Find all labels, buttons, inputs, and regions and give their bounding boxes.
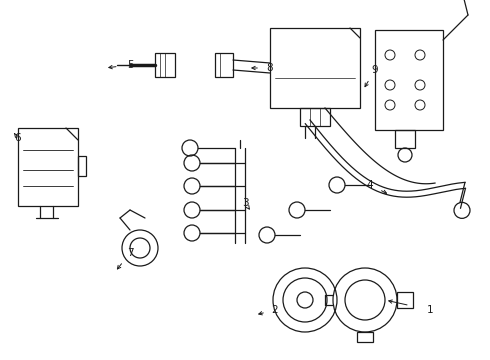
- Text: 9: 9: [372, 65, 378, 75]
- Bar: [375, 30, 443, 130]
- Bar: [300, 108, 330, 126]
- Bar: [155, 53, 175, 77]
- Bar: [357, 332, 373, 342]
- Bar: [78, 156, 86, 176]
- Bar: [270, 28, 360, 108]
- Bar: [395, 130, 415, 148]
- Bar: [215, 53, 233, 77]
- Text: 4: 4: [367, 180, 373, 190]
- Text: 6: 6: [15, 133, 21, 143]
- Bar: [18, 128, 78, 206]
- Text: 5: 5: [127, 60, 133, 70]
- Text: 1: 1: [427, 305, 433, 315]
- Text: 2: 2: [271, 305, 278, 315]
- Bar: [397, 292, 413, 308]
- Text: 8: 8: [267, 63, 273, 73]
- Text: 7: 7: [127, 248, 133, 258]
- Text: 3: 3: [242, 198, 248, 208]
